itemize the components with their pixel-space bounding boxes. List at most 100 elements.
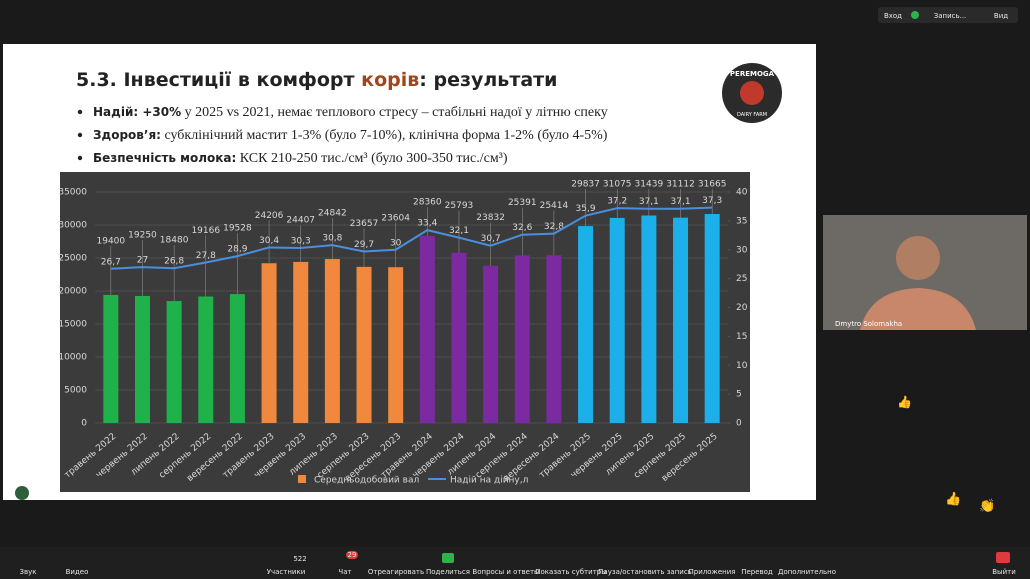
person-head <box>896 236 940 280</box>
toolbar-items: Звук Видео 522 Участники 29 Чат Отреагир… <box>20 551 1016 576</box>
annotate-icon[interactable] <box>15 486 29 500</box>
more-button[interactable]: Дополнительно <box>778 568 836 576</box>
line-value-label: 32,1 <box>449 226 469 236</box>
participant-name: Dmytro Solomakha <box>835 320 902 328</box>
bar-value-label: 24842 <box>318 209 347 219</box>
bullets: Надій: +30% у 2025 vs 2021, немає теплов… <box>77 105 608 166</box>
bar-value-label: 25414 <box>540 201 569 211</box>
bar <box>641 215 657 423</box>
record-label[interactable]: Запись... <box>934 12 967 20</box>
y2-tick-label: 0 <box>736 419 742 429</box>
bar-value-label: 23604 <box>381 213 410 223</box>
y-tick-label: 25000 <box>58 254 87 264</box>
y2-tick-label: 5 <box>736 390 742 400</box>
bar <box>134 295 150 423</box>
y-tick-label: 10000 <box>58 353 87 363</box>
bar-value-label: 24407 <box>286 216 315 226</box>
enter-label[interactable]: Вход <box>884 12 902 20</box>
apps-button[interactable]: Приложения <box>689 568 736 576</box>
bar-value-label: 25391 <box>508 198 537 208</box>
bar-value-label: 31665 <box>698 180 727 190</box>
view-label[interactable]: Вид <box>994 12 1008 20</box>
y-tick-label: 15000 <box>58 320 87 330</box>
reaction: 👍 <box>897 395 912 409</box>
line-value-label: 30,7 <box>481 234 501 244</box>
line-value-label: 32,8 <box>544 222 564 232</box>
bullet-text: субклінічний мастит 1-3% (було 7-10%), к… <box>161 128 608 143</box>
line-value-label: 30,4 <box>259 236 279 246</box>
chat-badge-bg <box>346 551 358 559</box>
line-value-label: 29,7 <box>354 240 374 250</box>
line-value-label: 37,2 <box>607 197 627 207</box>
person-body <box>860 288 976 330</box>
bar <box>293 261 309 423</box>
line-value-label: 27,8 <box>196 251 216 261</box>
share-icon <box>442 553 454 563</box>
pause-button[interactable]: Пауза/остановить запись <box>598 568 692 576</box>
line-value-label: 37,1 <box>639 197 659 207</box>
bullet-dot <box>77 155 83 161</box>
line-value-label: 26,7 <box>101 257 121 267</box>
line <box>110 206 713 270</box>
bar <box>514 255 530 423</box>
bar <box>324 259 340 423</box>
bar <box>704 214 720 423</box>
bullet-bold: Безпечність молока: <box>93 151 236 165</box>
legend-label: Надій на дійну,л <box>450 476 528 486</box>
bar <box>388 267 404 423</box>
bar-value-label: 28360 <box>413 198 442 208</box>
bar-value-label: 19166 <box>191 226 220 236</box>
participants-button[interactable]: Участники <box>267 568 306 576</box>
sound-button[interactable]: Звук <box>20 568 37 576</box>
y-tick-label: 20000 <box>58 287 87 297</box>
legend-label: Середньодобовий вал <box>314 476 419 486</box>
bar <box>103 294 119 423</box>
toolbar <box>0 547 1030 579</box>
secure-icon <box>911 11 919 19</box>
share-button[interactable]: Поделиться <box>426 568 470 576</box>
bar-value-label: 23832 <box>476 213 505 223</box>
bar-value-label: 19250 <box>128 231 157 241</box>
bullet-bold: Здоров’я: <box>93 128 161 142</box>
translate-button[interactable]: Перевод <box>741 568 773 576</box>
bullet-dot <box>77 132 83 138</box>
y2-tick-label: 25 <box>736 274 747 284</box>
bar <box>419 235 435 423</box>
y-tick-label: 0 <box>81 419 87 429</box>
video-button[interactable]: Видео <box>66 568 89 576</box>
bullet-bold: Надій: +30% <box>93 105 181 119</box>
bullet-dot <box>77 109 83 115</box>
bar-value-label: 29837 <box>571 180 600 190</box>
y-tick-label: 5000 <box>64 386 87 396</box>
react-button[interactable]: Отреагировать <box>368 568 424 576</box>
reaction: 👍 <box>945 491 961 507</box>
y-tick-label: 30000 <box>58 221 87 231</box>
bar-value-label: 24206 <box>255 211 284 221</box>
line-value-label: 26,8 <box>164 257 184 267</box>
leave-icon <box>996 552 1010 563</box>
bar-value-label: 18480 <box>160 236 189 246</box>
bar-value-label: 19528 <box>223 224 252 234</box>
line-value-label: 30,3 <box>291 237 311 247</box>
line-value-label: 30,8 <box>322 234 342 244</box>
captions-button[interactable]: Показать субтитры <box>535 568 607 576</box>
title-part: : результати <box>419 69 557 91</box>
qa-button[interactable]: Вопросы и ответы <box>472 568 539 576</box>
bar <box>261 263 277 423</box>
bar <box>166 301 182 423</box>
y-tick-label: 35000 <box>58 188 87 198</box>
line-value-label: 35,9 <box>576 204 596 214</box>
bar <box>546 255 562 423</box>
bar-value-label: 23657 <box>350 219 379 229</box>
title-part: 5.3. Інвестиції в комфорт <box>76 69 361 91</box>
bar <box>578 226 594 423</box>
bar-value-label: 19400 <box>97 236 126 246</box>
leave-button[interactable]: Выйти <box>992 568 1016 576</box>
y2-tick-label: 30 <box>736 245 748 255</box>
chat-button[interactable]: Чат <box>338 568 351 576</box>
logo-bull <box>740 81 764 105</box>
bar-value-label: 31112 <box>666 180 695 190</box>
bullet: Здоров’я: субклінічний мастит 1-3% (було… <box>93 128 608 143</box>
y2-tick-label: 15 <box>736 332 747 342</box>
